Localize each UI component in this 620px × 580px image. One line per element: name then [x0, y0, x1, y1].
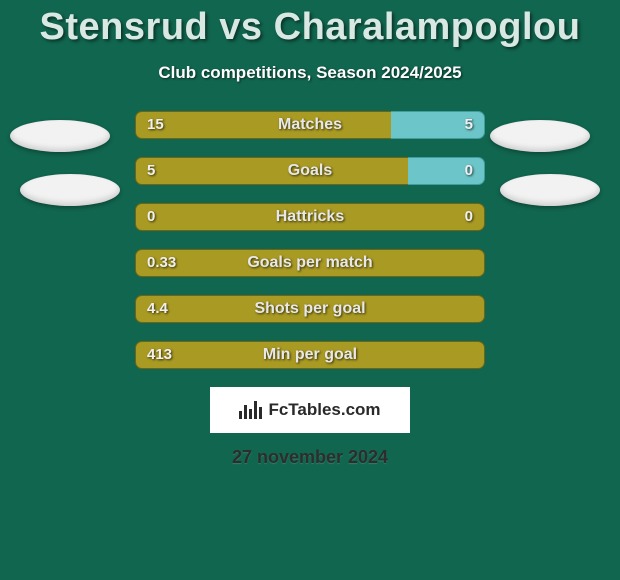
bar-left [135, 249, 485, 277]
stat-row-goals-per-match: 0.33 Goals per match [135, 249, 485, 277]
fctables-logo: FcTables.com [210, 387, 410, 433]
stat-row-matches: 15 Matches 5 [135, 111, 485, 139]
logo-text: FcTables.com [268, 400, 380, 420]
stat-row-shots-per-goal: 4.4 Shots per goal [135, 295, 485, 323]
value-right: 0 [465, 157, 473, 185]
value-left: 0.33 [147, 249, 176, 277]
bar-left [135, 295, 485, 323]
date-label: 27 november 2024 [0, 447, 620, 468]
value-right: 0 [465, 203, 473, 231]
stat-row-hattricks: 0 Hattricks 0 [135, 203, 485, 231]
bar-left [135, 341, 485, 369]
bar-left [135, 203, 485, 231]
stat-row-min-per-goal: 413 Min per goal [135, 341, 485, 369]
value-left: 0 [147, 203, 155, 231]
page-title: Stensrud vs Charalampoglou [0, 0, 620, 49]
stat-row-goals: 5 Goals 0 [135, 157, 485, 185]
subtitle: Club competitions, Season 2024/2025 [0, 63, 620, 83]
value-left: 4.4 [147, 295, 168, 323]
value-left: 413 [147, 341, 172, 369]
comparison-chart: 15 Matches 5 5 Goals 0 0 Hattricks 0 0.3… [0, 111, 620, 369]
value-left: 5 [147, 157, 155, 185]
value-left: 15 [147, 111, 164, 139]
bar-right [408, 157, 485, 185]
chart-icon [239, 401, 262, 419]
value-right: 5 [465, 111, 473, 139]
